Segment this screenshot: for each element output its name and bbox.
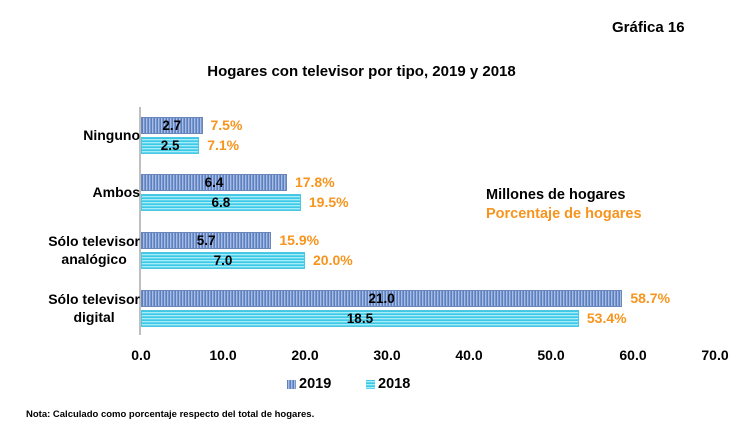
bar-2019-ambos	[141, 174, 287, 191]
value-label-2019-ninguno: 2.7	[162, 118, 182, 133]
percent-label-2018-solo-digital: 53.4%	[586, 310, 627, 326]
legend-swatch-2019	[287, 379, 296, 389]
category-label-ambos: Ambos	[93, 183, 140, 201]
x-tick-label: 40.0	[455, 347, 483, 363]
category-label-text: Ambos	[93, 183, 140, 201]
chart-number: Gráfica 16	[612, 19, 685, 36]
value-label-2018-solo-digital: 18.5	[346, 311, 374, 326]
legend-item-2018: 2018	[366, 376, 410, 392]
category-label-line: Ninguno	[83, 127, 140, 143]
category-label-solo-analogico: Sólo televisor analógico	[48, 232, 140, 268]
footnote: Nota: Calculado como porcentaje respecto…	[26, 409, 315, 420]
legend-millions-label: Millones de hogares	[486, 187, 626, 203]
percent-label-2019-solo-digital: 58.7%	[630, 290, 671, 306]
x-tick-label: 50.0	[537, 347, 565, 363]
x-tick-label: 20.0	[291, 347, 319, 363]
x-tick-label: 10.0	[209, 347, 237, 363]
percent-label-2019-ninguno: 7.5%	[210, 117, 243, 133]
x-tick-label: 60.0	[619, 347, 647, 363]
value-label-2019-ambos: 6.4	[204, 175, 224, 190]
category-label-line: Ambos	[92, 184, 140, 200]
category-label-line: digital	[73, 309, 115, 325]
value-label-2019-solo-analogico: 5.7	[196, 233, 216, 248]
legend-swatch-2018	[366, 379, 375, 389]
bar-2019-solo-digital	[141, 290, 623, 307]
percent-label-2019-ambos: 17.8%	[294, 174, 335, 190]
bar-2018-solo-digital	[141, 310, 579, 327]
chart-title: Hogares con televisor por tipo, 2019 y 2…	[0, 63, 747, 80]
chart-title-text: Hogares con televisor por tipo, 2019 y 2…	[207, 63, 516, 80]
legend-item-2019: 2019	[287, 376, 331, 392]
legend-percent-label: Porcentaje de hogares	[486, 206, 642, 222]
percent-label-2018-ambos: 19.5%	[308, 194, 349, 210]
category-label-solo-digital: Sólo televisor digital	[48, 290, 140, 326]
percent-label-2018-solo-analogico: 20.0%	[313, 252, 353, 268]
category-label-line: Sólo televisor	[48, 291, 140, 307]
x-tick-label: 30.0	[373, 347, 401, 363]
category-label-text: Sólo televisor analógico	[48, 232, 140, 268]
x-tick-label: 0.0	[131, 347, 151, 363]
category-label-ninguno: Ninguno	[83, 126, 140, 144]
value-label-2018-solo-analogico: 7.0	[213, 253, 233, 268]
category-label-line: analógico	[61, 251, 127, 267]
bar-2018-ambos	[141, 194, 301, 211]
y-axis-line	[139, 107, 141, 335]
bar-2018-ninguno	[141, 137, 200, 154]
percent-label-2019-solo-analogico: 15.9%	[279, 232, 320, 248]
legend-label-2018: 2018	[378, 376, 411, 392]
category-label-line: Sólo televisor	[48, 233, 140, 249]
bar-2019-ninguno	[141, 117, 203, 134]
category-label-text: Ninguno	[83, 126, 140, 144]
value-label-2018-ambos: 6.8	[211, 195, 231, 210]
value-label-2018-ninguno: 2.5	[160, 138, 180, 153]
bar-2019-solo-analogico	[141, 232, 272, 249]
x-tick-label: 70.0	[701, 347, 729, 363]
bar-2018-solo-analogico	[141, 252, 305, 269]
value-label-2019-solo-digital: 21.0	[368, 291, 395, 306]
category-label-text: Sólo televisor digital	[48, 290, 140, 326]
percent-label-2018-ninguno: 7.1%	[207, 137, 240, 153]
legend-label-2019: 2019	[299, 376, 332, 392]
